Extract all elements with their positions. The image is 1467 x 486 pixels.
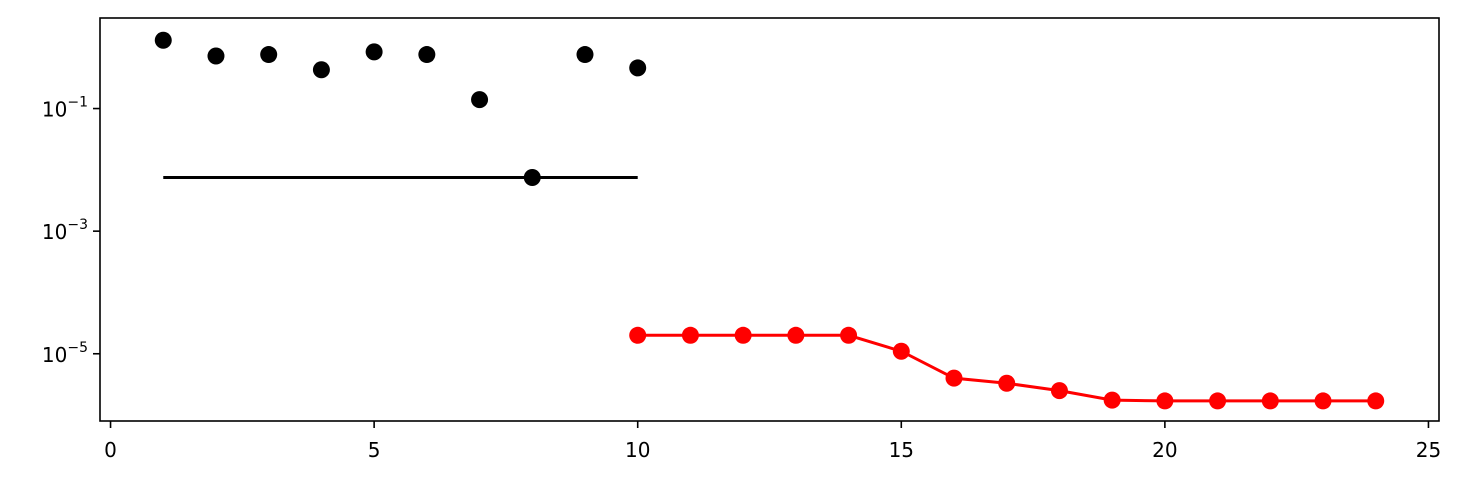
black-series-point <box>207 47 225 65</box>
red-series-point <box>840 326 858 344</box>
red-series-point <box>734 326 752 344</box>
y-tick-label: 10−5 <box>42 340 88 367</box>
red-series-point <box>1156 392 1174 410</box>
x-tick-label: 10 <box>625 438 650 462</box>
red-series-point <box>629 326 647 344</box>
red-series-point <box>1367 392 1385 410</box>
red-series-point <box>787 326 805 344</box>
y-tick-label: 10−1 <box>42 95 88 122</box>
red-series-point <box>892 342 910 360</box>
y-axis: 10−110−310−5 <box>42 95 100 367</box>
x-tick-label: 5 <box>368 438 381 462</box>
x-tick-label: 15 <box>889 438 914 462</box>
black-series-point <box>154 31 172 49</box>
black-series-point <box>260 46 278 64</box>
black-series-point <box>629 59 647 77</box>
red-series-point <box>1103 391 1121 409</box>
red-series-point <box>1314 392 1332 410</box>
y-tick-base: 10 <box>42 343 67 367</box>
red-series-point <box>1050 382 1068 400</box>
y-tick-exponent: −3 <box>67 217 88 233</box>
black-series-point <box>312 61 330 79</box>
y-tick-base: 10 <box>42 220 67 244</box>
x-axis: 0 5 10 15 20 25 <box>104 421 1441 462</box>
plot-marks <box>154 31 1385 410</box>
y-tick-exponent: −5 <box>67 340 88 356</box>
x-tick-label: 25 <box>1416 438 1441 462</box>
red-series-point <box>1261 392 1279 410</box>
y-tick-base: 10 <box>42 98 67 122</box>
black-series-point <box>418 46 436 64</box>
y-tick-label: 10−3 <box>42 217 88 244</box>
x-tick-label: 20 <box>1152 438 1177 462</box>
black-series-point <box>365 43 383 61</box>
red-series-point <box>1209 392 1227 410</box>
x-tick-label: 0 <box>104 438 117 462</box>
red-series-point <box>945 369 963 387</box>
black-series-point <box>576 46 594 64</box>
y-tick-exponent: −1 <box>67 95 88 111</box>
plot-frame <box>99 17 1440 422</box>
black-series-point <box>471 91 489 109</box>
red-series-point <box>998 374 1016 392</box>
red-series-point <box>681 326 699 344</box>
